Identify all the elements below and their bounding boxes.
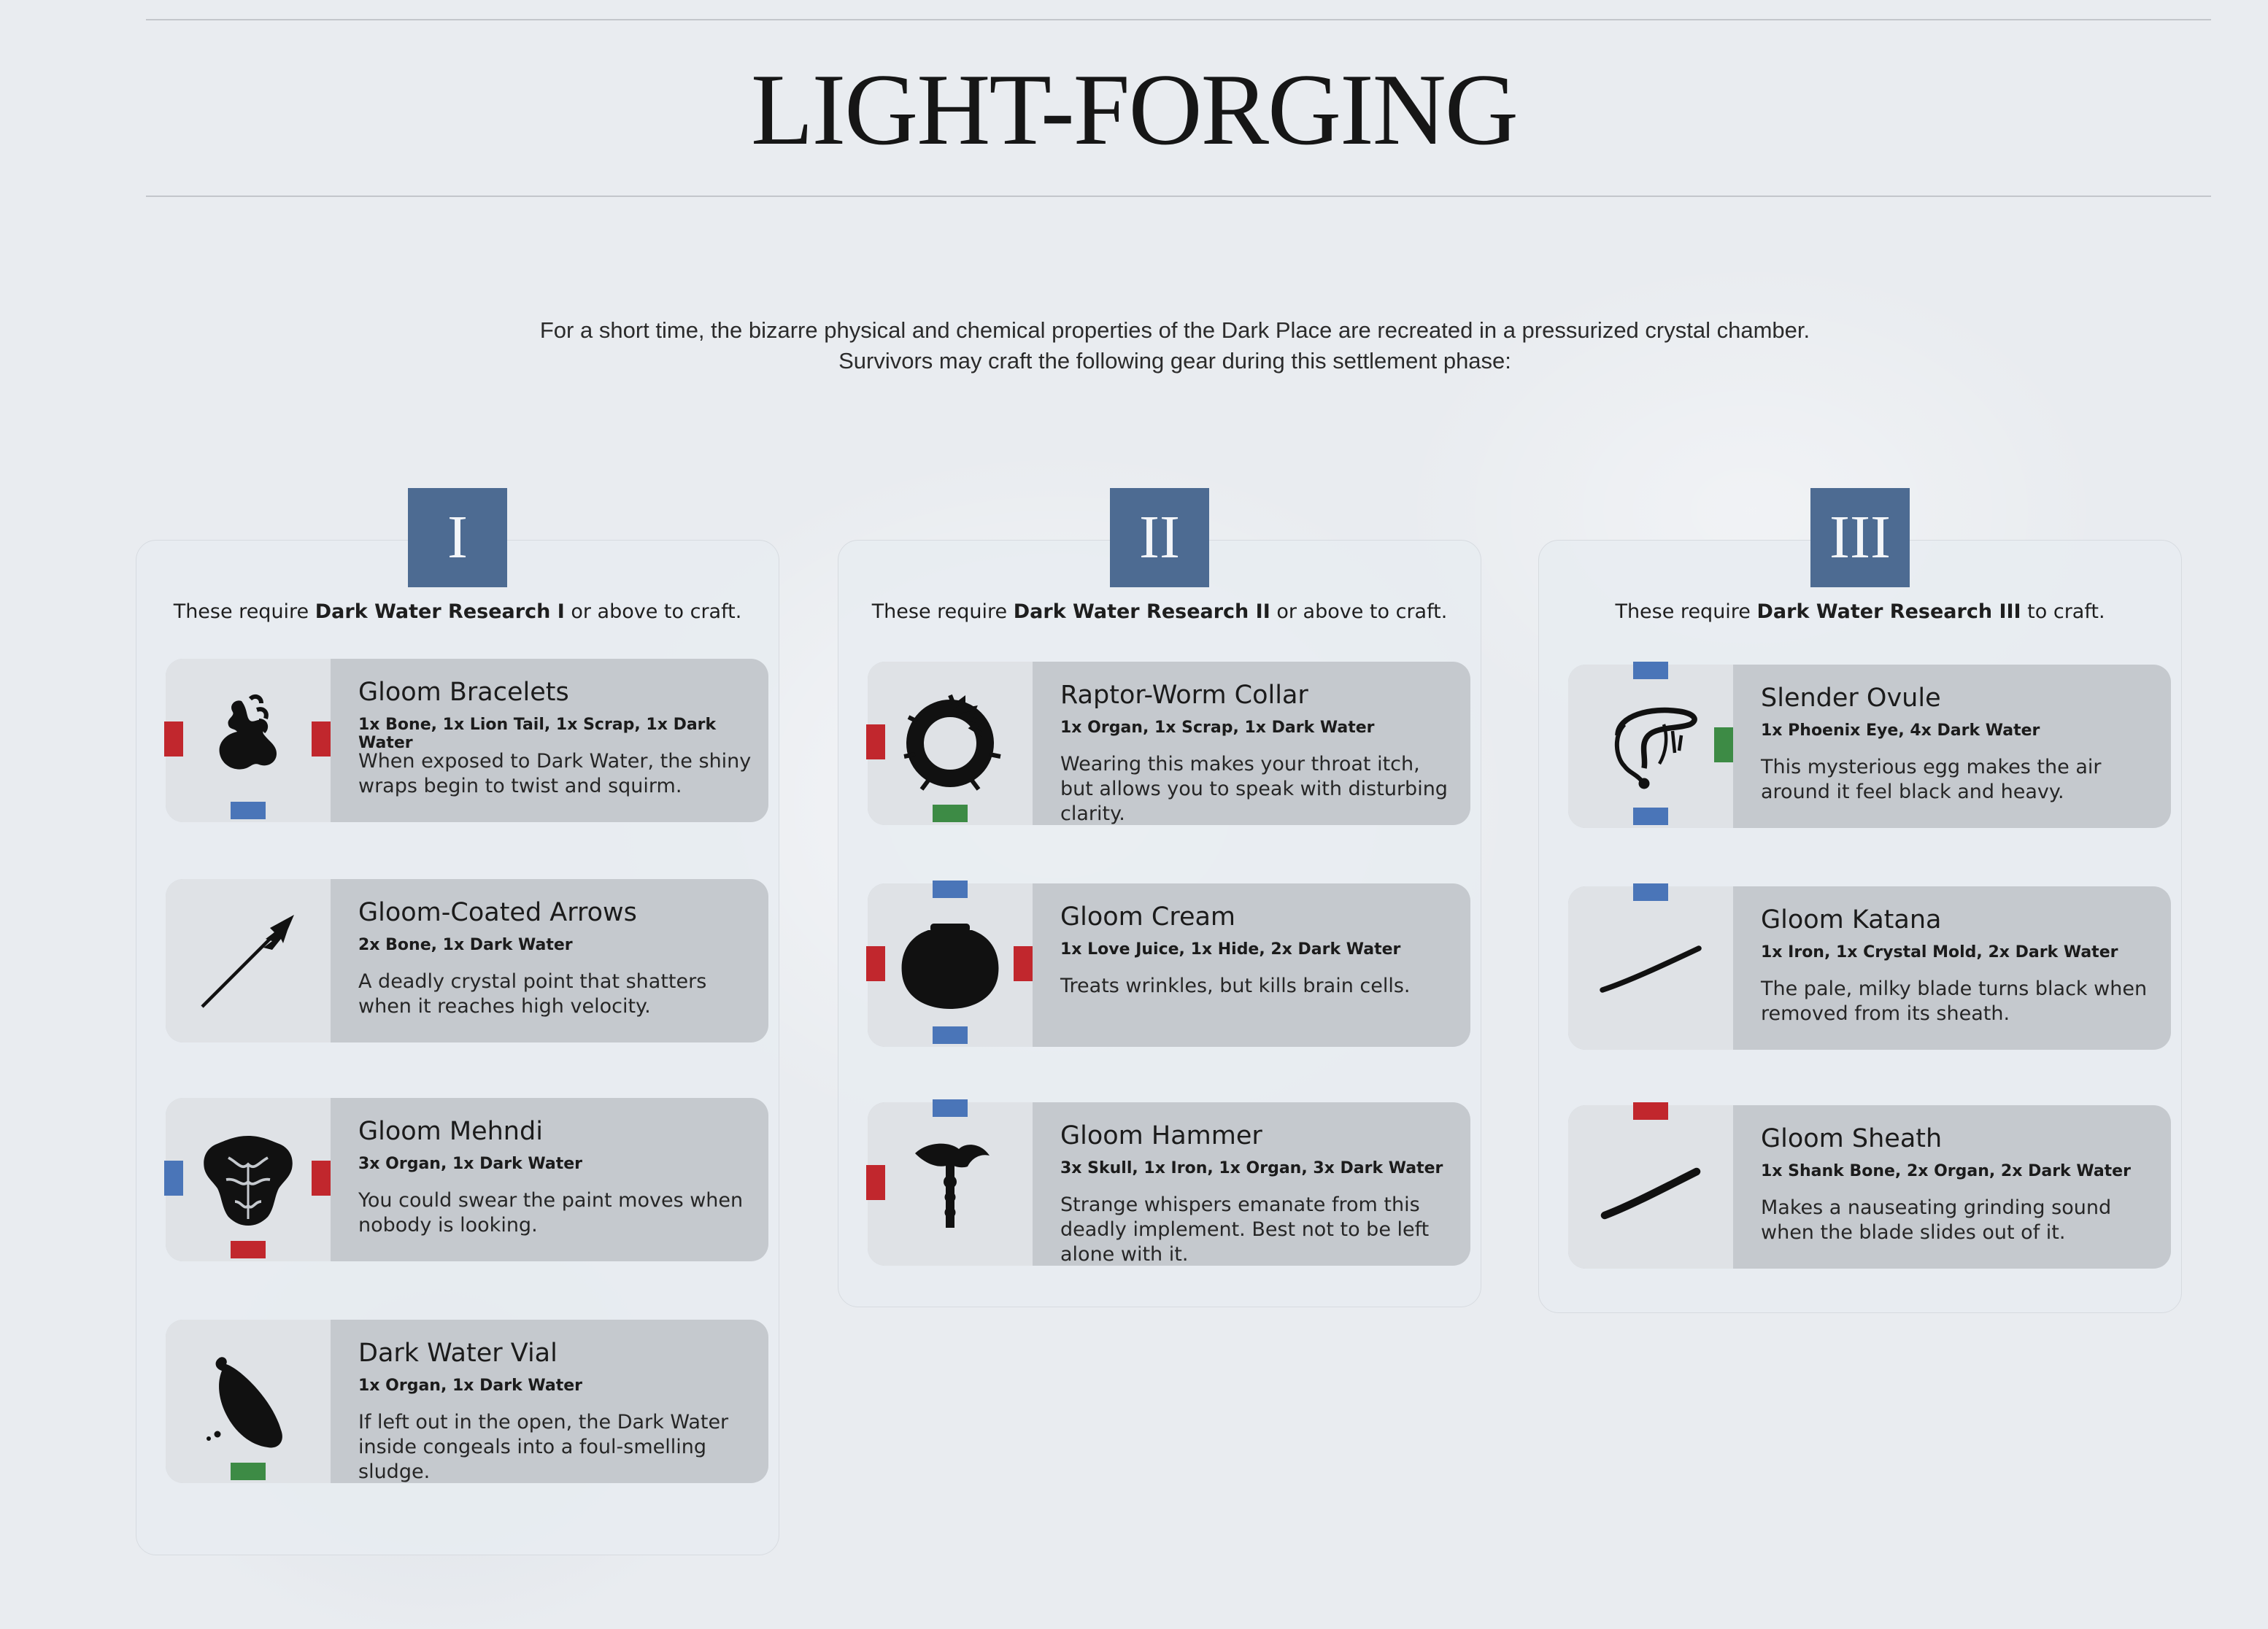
- gear-card-dark-water-vial[interactable]: Dark Water Vial 1x Organ, 1x Dark Water …: [166, 1320, 768, 1483]
- affinity-red-right: [312, 721, 331, 757]
- affinity-blue-left: [164, 1161, 183, 1196]
- gear-description: The pale, milky blade turns black when r…: [1761, 978, 2148, 1025]
- hammer-icon: [915, 1143, 990, 1228]
- vial-icon: [207, 1357, 282, 1448]
- gear-recipe: 1x Bone, 1x Lion Tail, 1x Scrap, 1x Dark…: [358, 716, 717, 752]
- affinity-red-right: [312, 1161, 331, 1196]
- affinity-blue-top: [933, 1099, 968, 1117]
- gear-icon-box: [868, 1102, 1033, 1266]
- gear-card-gloom-sheath[interactable]: Gloom Sheath 1x Shank Bone, 2x Organ, 2x…: [1568, 1102, 2171, 1269]
- gear-icon-box: [1568, 1105, 1733, 1269]
- bracelets-icon: [219, 694, 277, 770]
- katana-icon: [1600, 945, 1702, 993]
- top-rule: [146, 19, 2211, 20]
- affinity-red-right: [1014, 946, 1033, 981]
- gear-recipe: 1x Phoenix Eye, 4x Dark Water: [1761, 721, 2040, 740]
- gear-recipe: 1x Love Juice, 1x Hide, 2x Dark Water: [1060, 940, 1401, 959]
- gear-card-slender-ovule[interactable]: Slender Ovule 1x Phoenix Eye, 4x Dark Wa…: [1568, 662, 2171, 828]
- gear-icon-box: [868, 883, 1033, 1047]
- affinity-blue-bottom: [231, 802, 266, 819]
- tier-2-badge: II: [1110, 488, 1209, 587]
- gear-icon-box: [1568, 886, 1733, 1050]
- tier-1-badge: I: [408, 488, 507, 587]
- affinity-red-top: [1633, 1102, 1668, 1120]
- gear-description: Strange whispers emanate from this deadl…: [1060, 1193, 1430, 1266]
- gear-description: A deadly crystal point that shatters whe…: [358, 970, 707, 1018]
- affinity-red-left: [866, 1165, 885, 1200]
- gear-name: Gloom Hammer: [1060, 1121, 1262, 1150]
- tier-2-column: II These require Dark Water Research II …: [838, 488, 1481, 1307]
- affinity-blue-bottom: [1633, 808, 1668, 825]
- gear-card-gloom-bracelets[interactable]: Gloom Bracelets 1x Bone, 1x Lion Tail, 1…: [164, 659, 768, 822]
- affinity-blue-top: [1633, 662, 1668, 679]
- gear-name: Gloom Bracelets: [358, 678, 569, 707]
- gear-description: You could swear the paint moves when nob…: [358, 1189, 744, 1237]
- gear-description: Wearing this makes your throat itch, but…: [1060, 753, 1448, 825]
- gear-recipe: 1x Shank Bone, 2x Organ, 2x Dark Water: [1761, 1162, 2131, 1180]
- intro-line-1: For a short time, the bizarre physical a…: [539, 317, 1810, 343]
- mehndi-torso-icon: [204, 1136, 293, 1226]
- sheath-icon: [1600, 1167, 1701, 1220]
- gear-icon-box: [166, 879, 331, 1042]
- affinity-red-left: [164, 721, 183, 757]
- gear-recipe: 2x Bone, 1x Dark Water: [358, 936, 573, 954]
- gear-icon-box: [868, 662, 1033, 825]
- gear-card-raptor-worm-collar[interactable]: Raptor-Worm Collar 1x Organ, 1x Scrap, 1…: [866, 662, 1470, 825]
- gear-card-gloom-hammer[interactable]: Gloom Hammer 3x Skull, 1x Iron, 1x Organ…: [866, 1099, 1470, 1266]
- gear-name: Raptor-Worm Collar: [1060, 681, 1308, 710]
- tier-3-requirement: These require Dark Water Research III to…: [1615, 600, 2105, 623]
- gear-name: Gloom Sheath: [1761, 1124, 1943, 1153]
- gear-card-gloom-katana[interactable]: Gloom Katana 1x Iron, 1x Crystal Mold, 2…: [1568, 883, 2171, 1050]
- gear-name: Gloom Katana: [1761, 905, 1942, 935]
- tier-2-requirement: These require Dark Water Research II or …: [871, 600, 1448, 623]
- gear-name: Slender Ovule: [1761, 684, 1941, 713]
- gear-name: Gloom-Coated Arrows: [358, 898, 637, 927]
- affinity-green-bottom: [933, 805, 968, 822]
- gear-recipe: 3x Skull, 1x Iron, 1x Organ, 3x Dark Wat…: [1060, 1159, 1443, 1177]
- cream-pot-icon: [901, 924, 999, 1009]
- gear-description: Makes a nauseating grinding sound when t…: [1761, 1196, 2112, 1244]
- gear-description: When exposed to Dark Water, the shiny wr…: [358, 750, 752, 797]
- intro-text: For a short time, the bizarre physical a…: [292, 315, 2058, 376]
- affinity-blue-bottom: [933, 1026, 968, 1044]
- gear-card-gloom-mehndi[interactable]: Gloom Mehndi 3x Organ, 1x Dark Water You…: [164, 1098, 768, 1261]
- collar-icon: [903, 694, 1001, 791]
- gear-icon-box: [1568, 665, 1733, 828]
- title-rule: [146, 196, 2211, 197]
- tier-1-column: I These require Dark Water Research I or…: [136, 488, 779, 1555]
- page-title: LIGHT-FORGING: [751, 53, 1519, 166]
- tier-3-column: III These require Dark Water Research II…: [1538, 488, 2182, 1313]
- gear-card-gloom-coated-arrows[interactable]: Gloom-Coated Arrows 2x Bone, 1x Dark Wat…: [166, 879, 768, 1042]
- gear-recipe: 1x Organ, 1x Scrap, 1x Dark Water: [1060, 719, 1375, 737]
- affinity-red-left: [866, 724, 885, 759]
- gear-recipe: 3x Organ, 1x Dark Water: [358, 1155, 583, 1173]
- affinity-red-bottom: [231, 1241, 266, 1258]
- affinity-blue-top: [933, 881, 968, 898]
- gear-icon-box: [166, 1320, 331, 1483]
- gear-name: Gloom Cream: [1060, 902, 1236, 932]
- affinity-blue-top: [1633, 883, 1668, 901]
- tier-1-requirement: These require Dark Water Research I or a…: [173, 600, 742, 623]
- gear-description: Treats wrinkles, but kills brain cells.: [1060, 975, 1411, 997]
- affinity-green-bottom: [231, 1463, 266, 1480]
- arrow-icon: [201, 915, 294, 1008]
- ovule-icon: [1614, 707, 1697, 789]
- affinity-green-right: [1714, 727, 1733, 762]
- gear-name: Dark Water Vial: [358, 1339, 558, 1368]
- gear-card-gloom-cream[interactable]: Gloom Cream 1x Love Juice, 1x Hide, 2x D…: [866, 881, 1470, 1047]
- gear-recipe: 1x Organ, 1x Dark Water: [358, 1377, 583, 1395]
- gear-icon-box: [166, 659, 331, 822]
- gear-description: This mysterious egg makes the air around…: [1761, 756, 2102, 803]
- affinity-red-left: [866, 946, 885, 981]
- gear-description: If left out in the open, the Dark Water …: [358, 1411, 729, 1483]
- intro-line-2: Survivors may craft the following gear d…: [838, 348, 1511, 374]
- gear-recipe: 1x Iron, 1x Crystal Mold, 2x Dark Water: [1761, 943, 2118, 961]
- gear-name: Gloom Mehndi: [358, 1117, 543, 1146]
- gear-icon-box: [166, 1098, 331, 1261]
- tier-3-badge: III: [1810, 488, 1910, 587]
